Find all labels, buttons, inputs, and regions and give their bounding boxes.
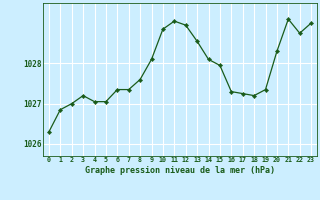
- X-axis label: Graphe pression niveau de la mer (hPa): Graphe pression niveau de la mer (hPa): [85, 166, 275, 175]
